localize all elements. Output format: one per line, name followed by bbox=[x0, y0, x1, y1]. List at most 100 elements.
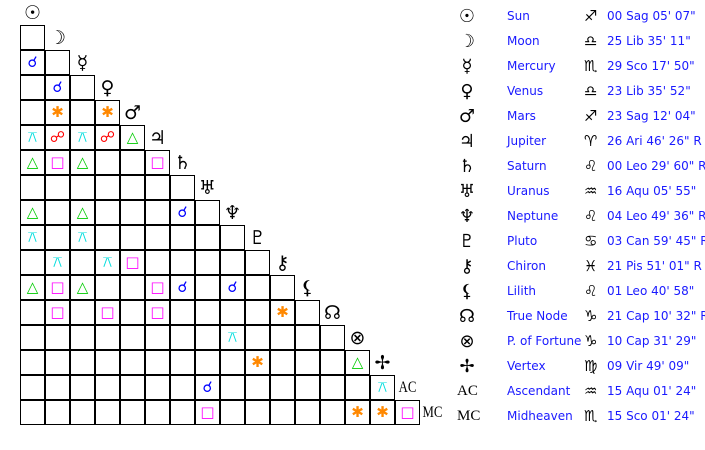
aspect-cell[interactable] bbox=[20, 175, 45, 200]
aspect-cell[interactable] bbox=[145, 175, 170, 200]
aspect-cell[interactable] bbox=[245, 325, 270, 350]
aspect-cell[interactable] bbox=[195, 200, 220, 225]
aspect-cell[interactable] bbox=[20, 400, 45, 425]
aspect-cell[interactable] bbox=[20, 375, 45, 400]
planet-name[interactable]: Vertex bbox=[507, 359, 546, 373]
aspect-cell[interactable] bbox=[170, 250, 195, 275]
aspect-cell[interactable] bbox=[120, 225, 145, 250]
aspect-cell[interactable] bbox=[95, 175, 120, 200]
aspect-cell[interactable] bbox=[145, 400, 170, 425]
aspect-cell[interactable]: △ bbox=[120, 125, 145, 150]
aspect-cell[interactable] bbox=[220, 300, 245, 325]
aspect-cell[interactable] bbox=[20, 75, 45, 100]
aspect-cell[interactable]: ☌ bbox=[45, 75, 70, 100]
aspect-cell[interactable] bbox=[220, 250, 245, 275]
planet-name[interactable]: Mars bbox=[507, 109, 536, 123]
aspect-cell[interactable]: ✱ bbox=[45, 100, 70, 125]
aspect-cell[interactable] bbox=[170, 325, 195, 350]
aspect-cell[interactable] bbox=[320, 350, 345, 375]
aspect-cell[interactable]: □ bbox=[395, 400, 420, 425]
aspect-cell[interactable] bbox=[95, 225, 120, 250]
aspect-cell[interactable] bbox=[45, 325, 70, 350]
aspect-cell[interactable] bbox=[295, 350, 320, 375]
aspect-cell[interactable] bbox=[195, 225, 220, 250]
aspect-cell[interactable] bbox=[170, 400, 195, 425]
aspect-cell[interactable] bbox=[170, 175, 195, 200]
aspect-cell[interactable] bbox=[45, 400, 70, 425]
aspect-cell[interactable]: ⚻ bbox=[220, 325, 245, 350]
aspect-cell[interactable] bbox=[45, 375, 70, 400]
aspect-cell[interactable] bbox=[120, 300, 145, 325]
aspect-cell[interactable] bbox=[20, 300, 45, 325]
aspect-cell[interactable]: □ bbox=[145, 275, 170, 300]
aspect-cell[interactable] bbox=[170, 225, 195, 250]
aspect-cell[interactable]: □ bbox=[120, 250, 145, 275]
planet-name[interactable]: Ascendant bbox=[507, 384, 571, 398]
aspect-cell[interactable]: □ bbox=[45, 300, 70, 325]
aspect-cell[interactable] bbox=[270, 275, 295, 300]
aspect-cell[interactable]: ✱ bbox=[345, 400, 370, 425]
aspect-cell[interactable] bbox=[20, 350, 45, 375]
aspect-cell[interactable]: ✱ bbox=[245, 350, 270, 375]
aspect-cell[interactable] bbox=[70, 175, 95, 200]
aspect-cell[interactable] bbox=[145, 325, 170, 350]
aspect-cell[interactable] bbox=[45, 175, 70, 200]
aspect-cell[interactable] bbox=[220, 350, 245, 375]
aspect-cell[interactable] bbox=[145, 250, 170, 275]
aspect-cell[interactable] bbox=[95, 375, 120, 400]
aspect-cell[interactable] bbox=[220, 225, 245, 250]
planet-name[interactable]: Jupiter bbox=[507, 134, 547, 148]
aspect-cell[interactable] bbox=[195, 300, 220, 325]
aspect-cell[interactable] bbox=[95, 400, 120, 425]
aspect-cell[interactable]: △ bbox=[345, 350, 370, 375]
aspect-cell[interactable] bbox=[120, 275, 145, 300]
aspect-cell[interactable] bbox=[20, 100, 45, 125]
aspect-cell[interactable]: △ bbox=[20, 275, 45, 300]
aspect-cell[interactable] bbox=[120, 400, 145, 425]
planet-name[interactable]: Mercury bbox=[507, 59, 556, 73]
planet-name[interactable]: Sun bbox=[507, 9, 530, 23]
aspect-cell[interactable] bbox=[145, 200, 170, 225]
aspect-cell[interactable] bbox=[245, 250, 270, 275]
planet-name[interactable]: Moon bbox=[507, 34, 540, 48]
aspect-cell[interactable] bbox=[245, 375, 270, 400]
aspect-cell[interactable] bbox=[45, 225, 70, 250]
aspect-cell[interactable]: ☌ bbox=[220, 275, 245, 300]
aspect-cell[interactable] bbox=[345, 375, 370, 400]
aspect-cell[interactable] bbox=[170, 300, 195, 325]
aspect-cell[interactable]: ☍ bbox=[95, 125, 120, 150]
planet-name[interactable]: Midheaven bbox=[507, 409, 573, 423]
aspect-cell[interactable] bbox=[320, 375, 345, 400]
aspect-cell[interactable]: ⚻ bbox=[20, 125, 45, 150]
aspect-cell[interactable] bbox=[95, 350, 120, 375]
aspect-cell[interactable] bbox=[195, 325, 220, 350]
aspect-cell[interactable] bbox=[195, 250, 220, 275]
aspect-cell[interactable]: ⚻ bbox=[370, 375, 395, 400]
aspect-cell[interactable] bbox=[45, 350, 70, 375]
aspect-cell[interactable]: ⚻ bbox=[70, 225, 95, 250]
aspect-cell[interactable] bbox=[45, 50, 70, 75]
aspect-cell[interactable] bbox=[270, 375, 295, 400]
aspect-cell[interactable] bbox=[70, 75, 95, 100]
aspect-cell[interactable] bbox=[120, 350, 145, 375]
planet-name[interactable]: Neptune bbox=[507, 209, 559, 223]
aspect-cell[interactable] bbox=[320, 325, 345, 350]
aspect-cell[interactable] bbox=[95, 275, 120, 300]
aspect-cell[interactable]: ✱ bbox=[95, 100, 120, 125]
aspect-cell[interactable] bbox=[270, 350, 295, 375]
planet-name[interactable]: Venus bbox=[507, 84, 544, 98]
planet-name[interactable]: True Node bbox=[507, 309, 568, 323]
aspect-cell[interactable]: ⚻ bbox=[20, 225, 45, 250]
aspect-cell[interactable] bbox=[120, 150, 145, 175]
aspect-cell[interactable] bbox=[220, 375, 245, 400]
aspect-cell[interactable]: ☌ bbox=[20, 50, 45, 75]
aspect-cell[interactable]: △ bbox=[70, 200, 95, 225]
planet-name[interactable]: Pluto bbox=[507, 234, 538, 248]
aspect-cell[interactable] bbox=[270, 325, 295, 350]
aspect-cell[interactable] bbox=[95, 325, 120, 350]
aspect-cell[interactable] bbox=[295, 325, 320, 350]
aspect-cell[interactable]: △ bbox=[70, 275, 95, 300]
aspect-cell[interactable] bbox=[70, 375, 95, 400]
aspect-cell[interactable] bbox=[20, 250, 45, 275]
aspect-cell[interactable] bbox=[120, 325, 145, 350]
